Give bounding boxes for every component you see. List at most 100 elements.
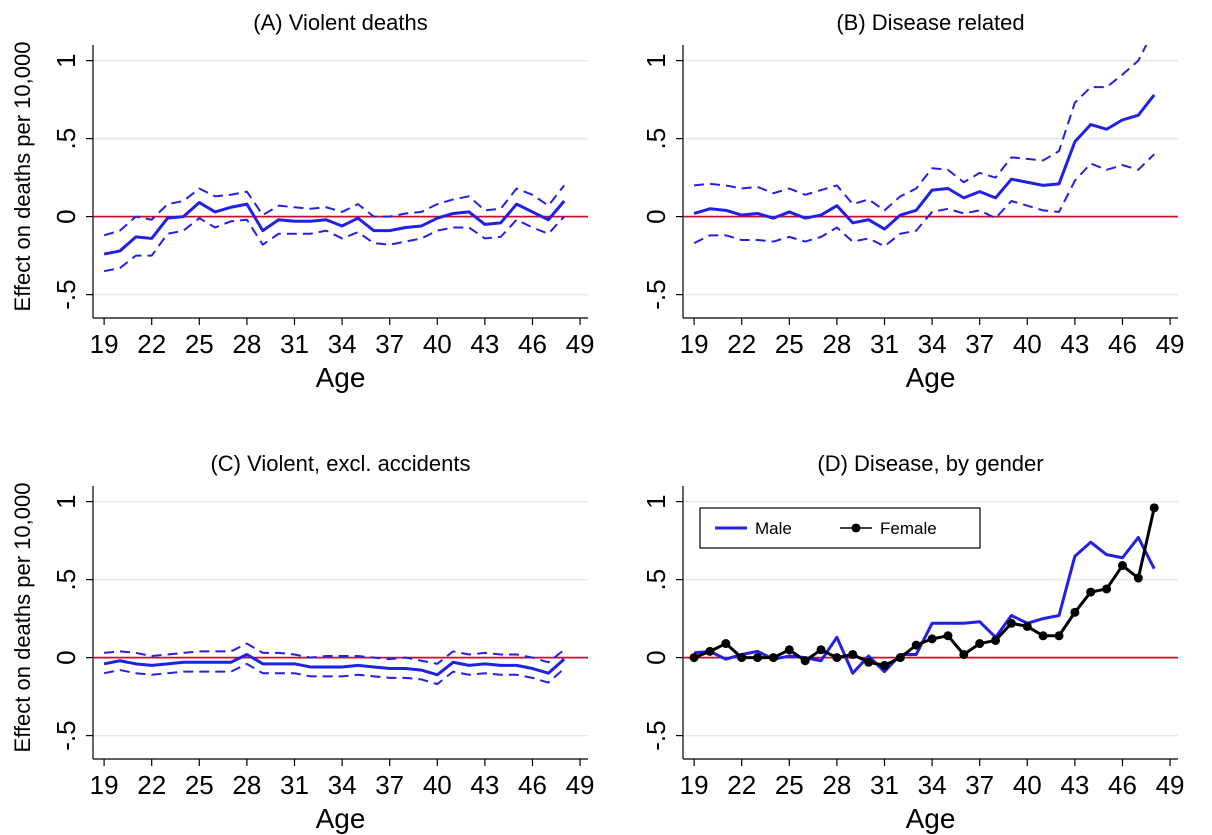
y-tick-label: .5 [51,128,81,150]
y-tick-label: -.5 [51,279,81,309]
data-point [1086,587,1096,597]
x-tick-label: 34 [918,770,947,800]
x-tick-label: 37 [375,329,404,359]
series-line [103,200,566,256]
x-tick-label: 25 [775,329,804,359]
x-tick-label: 49 [566,770,595,800]
data-point [848,649,858,659]
y-tick-label: -.5 [641,720,671,750]
y-tick-label: 1 [51,494,81,508]
x-tick-label: 40 [423,770,452,800]
data-point [895,653,905,663]
data-point [800,656,810,666]
data-point [991,635,1001,645]
data-point [753,653,763,663]
data-point [959,649,969,659]
x-tick-label: 40 [423,329,452,359]
series-line [693,535,1156,675]
panel-title: (B) Disease related [836,10,1024,35]
y-tick-label: 0 [641,209,671,223]
x-tick-label: 49 [1156,770,1185,800]
data-point [721,639,731,649]
data-point [1006,618,1016,628]
x-tick-label: 28 [232,770,261,800]
y-tick-label: .5 [51,569,81,591]
x-tick-label: 46 [1108,770,1137,800]
x-tick-label: 46 [518,770,547,800]
x-axis-label: Age [316,803,366,834]
x-tick-label: 22 [727,329,756,359]
x-tick-label: 28 [232,329,261,359]
x-tick-label: 19 [680,770,709,800]
data-point [1117,561,1127,571]
x-tick-label: 40 [1013,329,1042,359]
series-line [104,642,565,665]
panel-title: (A) Violent deaths [253,10,427,35]
y-axis-label: Effect on deaths per 10,000 [10,483,35,753]
x-tick-label: 43 [1060,329,1089,359]
panel-title: (D) Disease, by gender [817,451,1043,476]
legend-marker [851,523,861,533]
data-point [768,653,778,663]
x-tick-label: 34 [328,770,357,800]
y-tick-label: 0 [51,650,81,664]
data-point [784,645,794,655]
data-point [705,646,715,656]
x-tick-label: 43 [470,770,499,800]
x-tick-label: 25 [775,770,804,800]
x-tick-label: 25 [185,770,214,800]
x-tick-label: 43 [470,329,499,359]
x-tick-label: 46 [1108,329,1137,359]
data-point [1022,621,1032,631]
data-point [737,653,747,663]
x-tick-label: 22 [137,329,166,359]
data-point [1149,503,1159,513]
panel: (C) Violent, excl. accidents -.5 0 .5 1 19 22 2… [10,451,595,834]
legend-label: Male [755,519,792,538]
y-axis-label: Effect on deaths per 10,000 [10,42,35,312]
y-tick-label: .5 [641,569,671,591]
series-line [103,652,566,677]
series-line [694,45,1148,212]
data-point [864,657,874,667]
y-tick-label: 1 [51,53,81,67]
x-tick-label: 34 [918,329,947,359]
x-tick-label: 31 [870,770,899,800]
y-tick-label: 1 [641,494,671,508]
x-tick-label: 37 [965,329,994,359]
data-point [1102,584,1112,594]
y-tick-label: .5 [641,128,671,150]
x-tick-label: 46 [518,329,547,359]
panel: (A) Violent deaths -.5 0 .5 1 19 22 25 28 31 34 37 4… [10,10,595,393]
data-point [1038,631,1048,641]
data-point [1054,631,1064,641]
x-tick-label: 19 [90,770,119,800]
x-tick-label: 28 [822,329,851,359]
x-tick-label: 49 [1156,329,1185,359]
x-tick-label: 19 [90,329,119,359]
x-axis-label: Age [316,362,366,393]
series-line [103,184,565,237]
x-tick-label: 31 [870,329,899,359]
x-axis-label: Age [906,803,956,834]
x-tick-label: 22 [137,770,166,800]
data-point [927,634,937,644]
x-tick-label: 28 [822,770,851,800]
y-tick-label: -.5 [51,720,81,750]
x-tick-label: 25 [185,329,214,359]
legend-label: Female [880,519,937,538]
x-tick-label: 37 [375,770,404,800]
x-tick-label: 43 [1060,770,1089,800]
y-tick-label: 0 [51,209,81,223]
data-point [911,640,921,650]
series-line [103,215,565,273]
panel: (D) Disease, by gender -.5 0 .5 1 19 22 25 28 31 3… [641,451,1185,834]
x-axis-label: Age [906,362,956,393]
x-tick-label: 31 [280,329,309,359]
series-line [693,93,1156,231]
x-tick-label: 40 [1013,770,1042,800]
data-point [832,653,842,663]
y-tick-label: 1 [641,53,671,67]
x-tick-label: 22 [727,770,756,800]
